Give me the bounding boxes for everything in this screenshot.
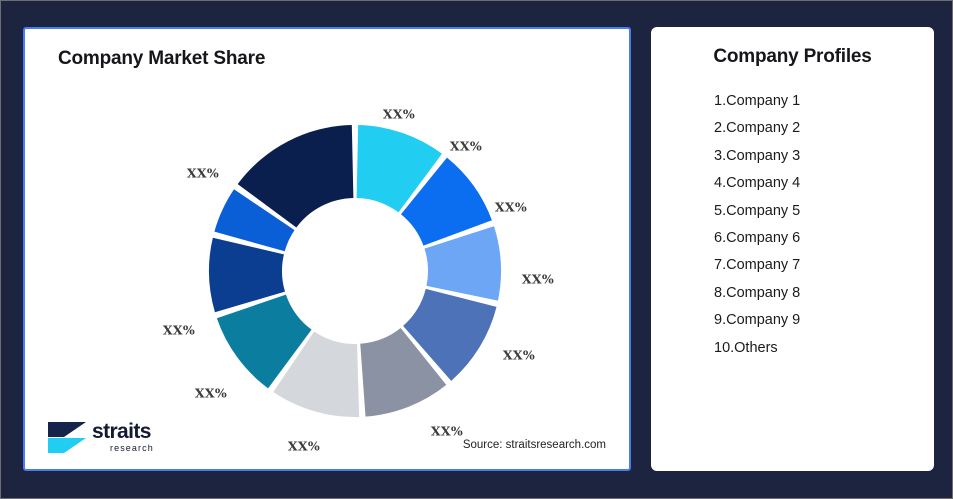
donut-slice[interactable] — [216, 294, 312, 389]
chart-title: Company Market Share — [58, 48, 266, 69]
company-profile-item: 5.Company 5 — [714, 202, 801, 219]
donut-slice[interactable] — [208, 237, 285, 313]
market-share-chart-card: Company Market Share XX% XX% XX% XX% XX% XX% X… — [23, 27, 631, 471]
company-profile-item: 1.Company 1 — [714, 93, 801, 109]
donut-slice[interactable] — [237, 125, 354, 228]
donut-slice-percent-label: XX% — [194, 385, 228, 401]
company-profile-item: 6.Company 6 — [714, 230, 801, 247]
donut-slice[interactable] — [214, 189, 295, 252]
donut-slice[interactable] — [400, 157, 492, 246]
company-profile-item: 3.Company 3 — [714, 147, 801, 164]
donut-chart: XX% XX% XX% XX% XX% XX% XX% XX% XX% XX% — [25, 29, 629, 469]
donut-slice-percent-label: XX% — [430, 423, 464, 439]
donut-slice-percent-label: XX% — [502, 347, 536, 363]
donut-slice[interactable] — [424, 226, 501, 301]
donut-slice-group — [208, 125, 501, 417]
company-profiles-card: Company Profiles 1.Company 1 2.Company 2 3… — [651, 27, 934, 471]
company-profile-item: 7.Company 7 — [714, 257, 801, 274]
company-profile-item: 4.Company 4 — [714, 175, 801, 192]
donut-slice-percent-label: XX% — [287, 438, 321, 454]
company-profile-item: 9.Company 9 — [714, 312, 801, 329]
donut-slice[interactable] — [403, 288, 497, 381]
donut-chart-svg — [208, 125, 501, 417]
logo-wordmark: straits — [92, 420, 151, 443]
company-profiles-list: 1.Company 1 2.Company 2 3.Company 3 4.Compa… — [651, 68, 934, 362]
source-attribution: Source: straitsresearch.com — [462, 439, 606, 451]
donut-slice-percent-label: XX% — [186, 165, 220, 181]
company-profile-item: 10.Others — [714, 339, 778, 356]
donut-slice-percent-label: XX% — [382, 106, 416, 122]
donut-slice-percent-label: XX% — [521, 271, 555, 287]
donut-slice[interactable] — [360, 327, 447, 417]
donut-slice[interactable] — [273, 331, 360, 417]
donut-slice[interactable] — [356, 125, 442, 213]
donut-slice-percent-label: XX% — [449, 138, 483, 154]
donut-slice-percent-label: XX% — [494, 199, 528, 215]
straits-research-logo: straits research — [46, 417, 166, 463]
company-profiles-title: Company Profiles — [713, 46, 872, 67]
company-profile-item: 2.Company 2 — [714, 120, 801, 137]
company-profile-item: 8.Company 8 — [714, 284, 801, 301]
logo-tagline: research — [110, 443, 154, 453]
donut-slice-percent-label: XX% — [162, 322, 196, 338]
straits-arrow-icon — [48, 422, 86, 453]
